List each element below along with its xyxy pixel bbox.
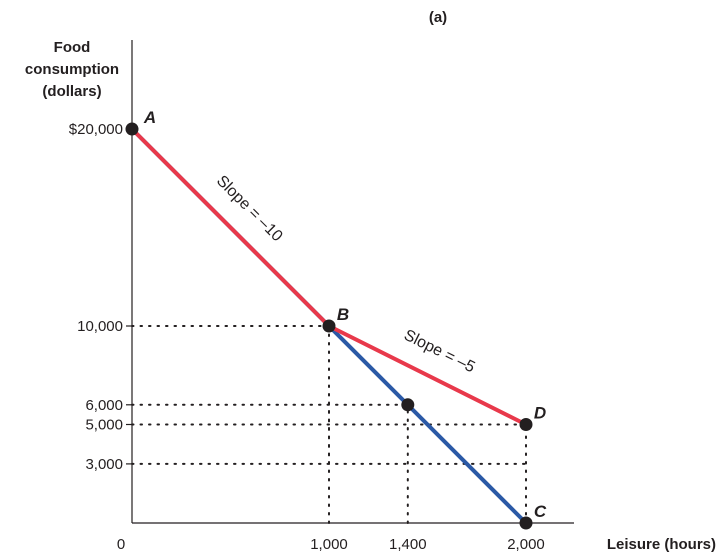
x-tick-label-0: 1,000 [310, 536, 348, 553]
y-ticks: $20,000 10,000 6,000 5,000 3,000 [69, 121, 132, 473]
point-label-a: A [143, 108, 156, 127]
x-tick-label-2: 2,000 [507, 536, 545, 553]
dotted-guides [131, 325, 527, 524]
x-ticks: 1,000 1,400 2,000 [310, 536, 545, 553]
point-b [322, 319, 336, 333]
point-label-d: D [534, 404, 546, 423]
y-axis-label-line-3: (dollars) [42, 83, 101, 100]
x-tick-label-1: 1,400 [389, 536, 427, 553]
y-axis-label-line-1: Food [54, 39, 91, 56]
point-a [125, 122, 139, 136]
point-d [519, 418, 533, 431]
point-unlabeled-2 [401, 398, 415, 412]
point-label-c: C [534, 502, 547, 521]
y-tick-label-3: 5,000 [85, 417, 123, 434]
origin-label: 0 [117, 536, 125, 553]
y-axis-label-line-2: consumption [25, 61, 119, 78]
y-tick-label-1: 10,000 [77, 318, 123, 335]
point-c [519, 516, 533, 530]
data-points: A B D C [125, 108, 547, 530]
y-tick-label-2: 6,000 [85, 397, 123, 414]
slope-annotation-0: Slope = –10 [213, 172, 286, 245]
point-label-b: B [337, 305, 349, 324]
y-tick-label-0: $20,000 [69, 121, 123, 138]
panel-label: (a) [429, 9, 447, 26]
y-tick-label-4: 3,000 [85, 456, 123, 473]
kinked-constraint-series [130, 127, 527, 427]
x-axis-label: Leisure (hours) [607, 536, 716, 553]
